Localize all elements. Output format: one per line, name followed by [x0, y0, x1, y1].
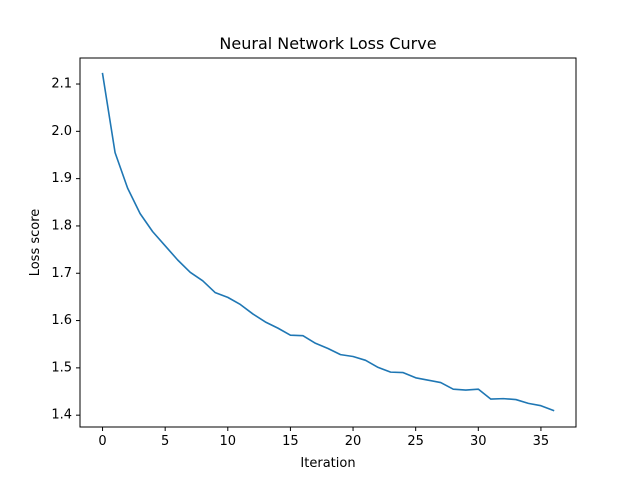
y-tick-label: 1.4 — [51, 408, 72, 423]
chart-title: Neural Network Loss Curve — [219, 34, 436, 53]
x-tick-label: 15 — [282, 434, 299, 449]
axis-ticks: 0 5 10 15 20 25 30 35 1.4 1.5 1.6 1.7 1.8 1.9 2.0 2.1 — [51, 77, 549, 449]
y-tick-label: 1.6 — [51, 313, 72, 328]
series-layer — [101, 72, 555, 412]
x-tick-label: 20 — [345, 434, 362, 449]
x-tick-label: 30 — [470, 434, 487, 449]
y-tick-label: 2.0 — [51, 124, 72, 139]
x-axis-label: Iteration — [300, 456, 355, 471]
x-tick-label: 25 — [407, 434, 424, 449]
x-tick-label: 10 — [220, 434, 237, 449]
y-axis-label: Loss score — [28, 209, 43, 277]
x-tick-label: 0 — [98, 434, 106, 449]
y-tick-label: 1.5 — [51, 360, 72, 375]
y-tick-label: 2.1 — [51, 77, 72, 92]
y-tick-label: 1.8 — [51, 218, 72, 233]
plot-area-frame — [79, 57, 577, 428]
x-tick-label: 5 — [161, 434, 169, 449]
y-tick-label: 1.9 — [51, 171, 72, 186]
loss-series-line — [101, 72, 555, 412]
x-tick-label: 35 — [533, 434, 550, 449]
y-tick-label: 1.7 — [51, 266, 72, 281]
